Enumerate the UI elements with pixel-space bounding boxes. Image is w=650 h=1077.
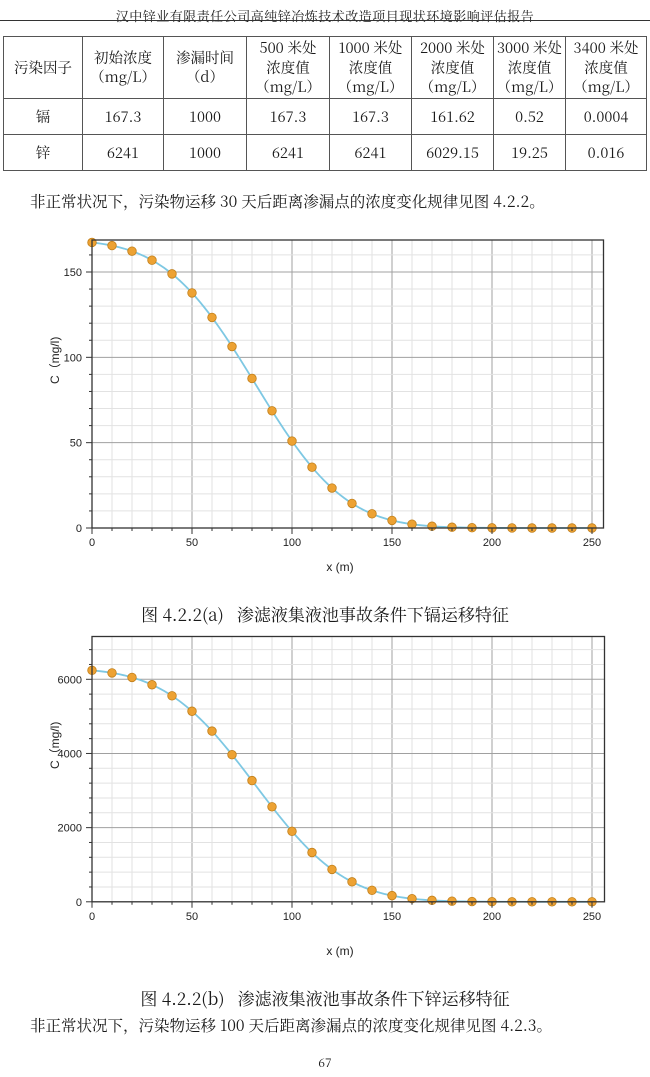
- svg-text:200: 200: [483, 537, 501, 549]
- svg-text:50: 50: [70, 438, 82, 450]
- svg-text:100: 100: [283, 537, 301, 549]
- svg-text:0: 0: [76, 897, 82, 909]
- svg-text:2000: 2000: [58, 823, 82, 835]
- svg-text:0: 0: [89, 911, 95, 923]
- svg-text:6000: 6000: [58, 674, 82, 686]
- svg-text:150: 150: [383, 911, 401, 923]
- svg-text:50: 50: [186, 911, 198, 923]
- svg-text:50: 50: [186, 537, 198, 549]
- svg-text:4000: 4000: [58, 748, 82, 760]
- svg-text:150: 150: [64, 267, 82, 279]
- svg-text:100: 100: [64, 352, 82, 364]
- svg-text:250: 250: [583, 911, 601, 923]
- svg-text:250: 250: [583, 537, 601, 549]
- svg-text:100: 100: [283, 911, 301, 923]
- svg-text:0: 0: [89, 537, 95, 549]
- svg-text:0: 0: [76, 523, 82, 535]
- svg-text:150: 150: [383, 537, 401, 549]
- svg-text:200: 200: [483, 911, 501, 923]
